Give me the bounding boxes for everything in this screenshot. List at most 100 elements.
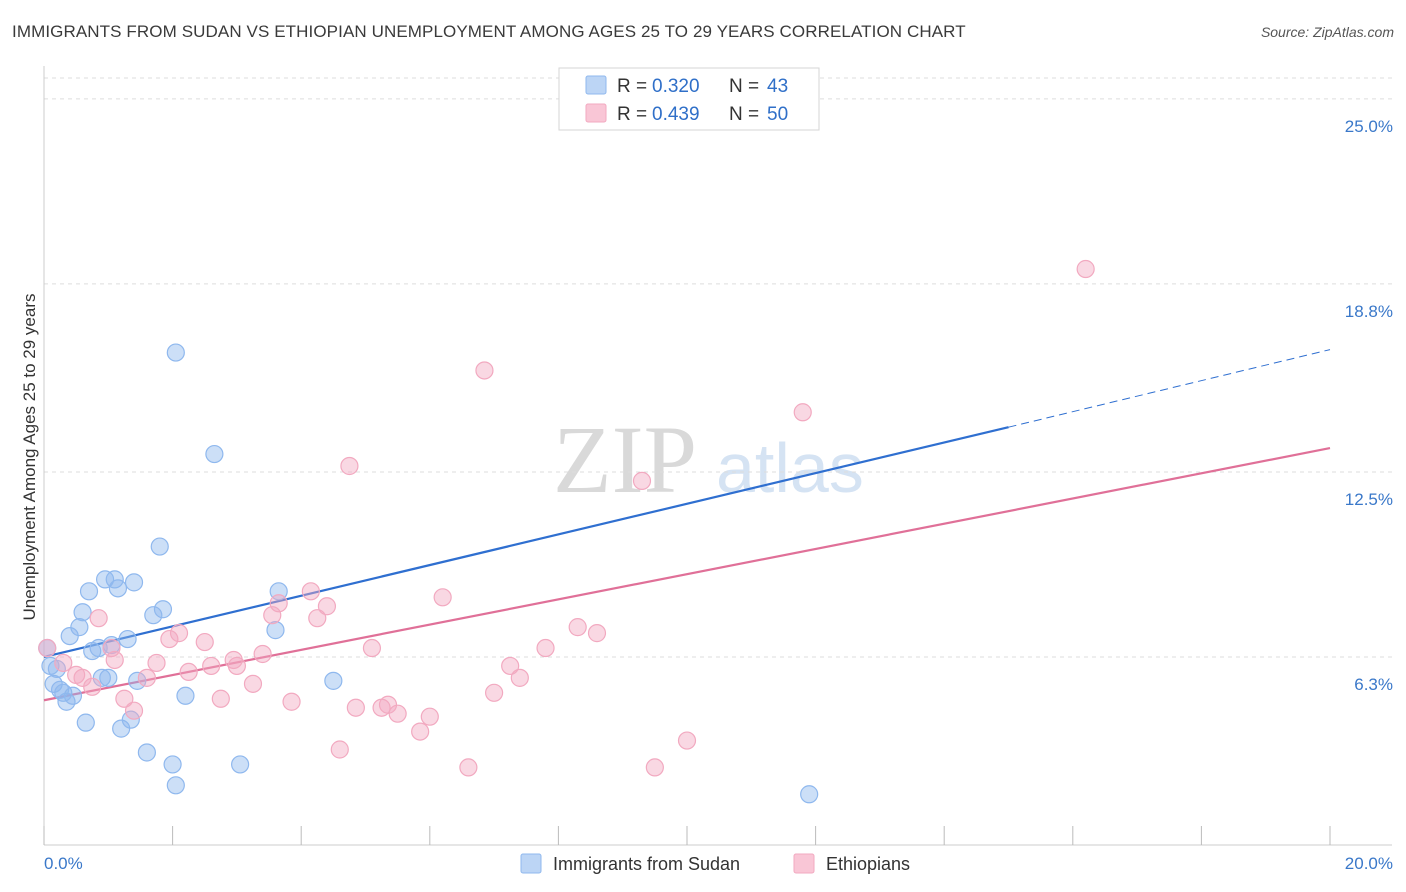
- source-label: Source: ZipAtlas.com: [1260, 24, 1394, 40]
- legend-swatch-sudan: [585, 75, 607, 95]
- bottom-legend-label-ethiopians: Ethiopians: [826, 854, 910, 874]
- point-ethiopians: [485, 683, 504, 702]
- point-ethiopians: [54, 653, 73, 673]
- data-points: [38, 89, 1095, 804]
- point-sudan: [800, 785, 819, 804]
- bottom-legend-label-sudan: Immigrants from Sudan: [553, 854, 740, 874]
- tick-labels: 6.3% 12.5% 18.8% 25.0% 0.0% 20.0%: [44, 117, 1393, 873]
- y-axis-label: Unemployment Among Ages 25 to 29 years: [20, 294, 39, 621]
- legend-n-value-sudan: 43: [767, 76, 788, 97]
- point-ethiopians: [475, 361, 494, 380]
- point-ethiopians: [677, 731, 697, 750]
- legend-swatch-ethiopians: [585, 103, 607, 123]
- point-ethiopians: [253, 644, 272, 664]
- point-ethiopians: [137, 668, 156, 687]
- chart-title: IMMIGRANTS FROM SUDAN VS ETHIOPIAN UNEMP…: [12, 22, 966, 41]
- point-ethiopians: [202, 656, 221, 676]
- point-sudan: [205, 444, 224, 464]
- point-ethiopians: [308, 609, 327, 628]
- point-ethiopians: [169, 624, 189, 643]
- point-ethiopians: [459, 758, 478, 777]
- point-sudan: [79, 582, 99, 601]
- point-ethiopians: [501, 656, 520, 676]
- point-sudan: [99, 668, 118, 687]
- point-ethiopians: [510, 668, 529, 687]
- point-sudan: [137, 743, 156, 762]
- y-tick-label: 25.0%: [1345, 117, 1393, 136]
- point-sudan: [166, 343, 185, 362]
- point-sudan: [163, 755, 182, 774]
- point-ethiopians: [362, 638, 382, 658]
- point-sudan: [63, 686, 83, 705]
- point-sudan: [124, 573, 144, 592]
- stats-legend: R = 0.320 N = 43 R = 0.439 N = 50: [558, 67, 820, 131]
- point-ethiopians: [124, 701, 144, 720]
- point-ethiopians: [227, 656, 246, 676]
- point-sudan: [176, 686, 195, 705]
- y-tick-label: 6.3%: [1354, 675, 1393, 694]
- point-sudan: [266, 621, 285, 640]
- point-ethiopians: [105, 650, 124, 670]
- point-sudan: [153, 600, 173, 619]
- point-ethiopians: [269, 594, 288, 613]
- point-ethiopians: [83, 677, 102, 696]
- x-tick-label-min: 0.0%: [44, 854, 83, 873]
- point-sudan: [144, 606, 163, 625]
- point-ethiopians: [147, 653, 166, 673]
- trend-line-ethiopians: [43, 446, 1331, 702]
- legend-r-value-ethiopians: 0.439: [652, 104, 700, 125]
- point-sudan: [231, 755, 250, 774]
- point-ethiopians: [301, 582, 320, 601]
- legend-n-label-sudan: N =: [729, 76, 759, 97]
- point-ethiopians: [330, 740, 349, 759]
- point-ethiopians: [433, 588, 452, 607]
- y-tick-label: 12.5%: [1345, 490, 1393, 509]
- point-sudan: [76, 713, 95, 732]
- y-tick-label: 18.8%: [1345, 302, 1393, 321]
- point-ethiopians: [632, 471, 652, 490]
- x-tick-label-max: 20.0%: [1345, 854, 1393, 873]
- point-ethiopians: [89, 609, 108, 628]
- point-ethiopians: [346, 698, 365, 717]
- series-legend: Immigrants from Sudan Ethiopians: [520, 853, 910, 874]
- point-sudan: [70, 618, 89, 637]
- point-ethiopians: [160, 629, 179, 649]
- point-ethiopians: [243, 674, 263, 693]
- point-sudan: [118, 629, 137, 649]
- point-ethiopians: [388, 704, 407, 723]
- point-ethiopians: [587, 624, 607, 643]
- legend-n-value-ethiopians: 50: [767, 104, 788, 125]
- point-ethiopians: [420, 707, 439, 726]
- point-sudan: [95, 570, 115, 589]
- point-ethiopians: [536, 638, 555, 658]
- point-ethiopians: [340, 456, 359, 476]
- point-ethiopians: [645, 758, 664, 777]
- legend-r-label-sudan: R =: [617, 76, 647, 97]
- trend-lines: [43, 349, 1331, 702]
- point-ethiopians: [211, 689, 230, 708]
- trend-line-sudan: [43, 426, 1009, 659]
- point-sudan: [108, 579, 128, 598]
- trend-extension-sudan: [1008, 349, 1331, 428]
- point-ethiopians: [115, 689, 134, 708]
- point-ethiopians: [568, 618, 587, 637]
- point-sudan: [150, 537, 169, 556]
- point-ethiopians: [411, 722, 430, 741]
- legend-n-label-ethiopians: N =: [729, 104, 759, 125]
- point-ethiopians: [317, 597, 337, 616]
- gridlines: [44, 77, 1392, 658]
- point-ethiopians: [1076, 259, 1095, 279]
- point-ethiopians: [102, 638, 121, 658]
- point-sudan: [73, 603, 92, 622]
- bottom-legend-swatch-ethiopians: [793, 853, 815, 874]
- point-ethiopians: [195, 632, 214, 652]
- point-sudan: [324, 671, 343, 690]
- watermark-zip: ZIP: [553, 406, 697, 513]
- legend-r-value-sudan: 0.320: [652, 76, 700, 97]
- point-ethiopians: [793, 403, 812, 422]
- point-ethiopians: [282, 692, 301, 711]
- bottom-legend-swatch-sudan: [520, 853, 542, 874]
- point-sudan: [166, 776, 185, 795]
- axes: [43, 66, 1392, 846]
